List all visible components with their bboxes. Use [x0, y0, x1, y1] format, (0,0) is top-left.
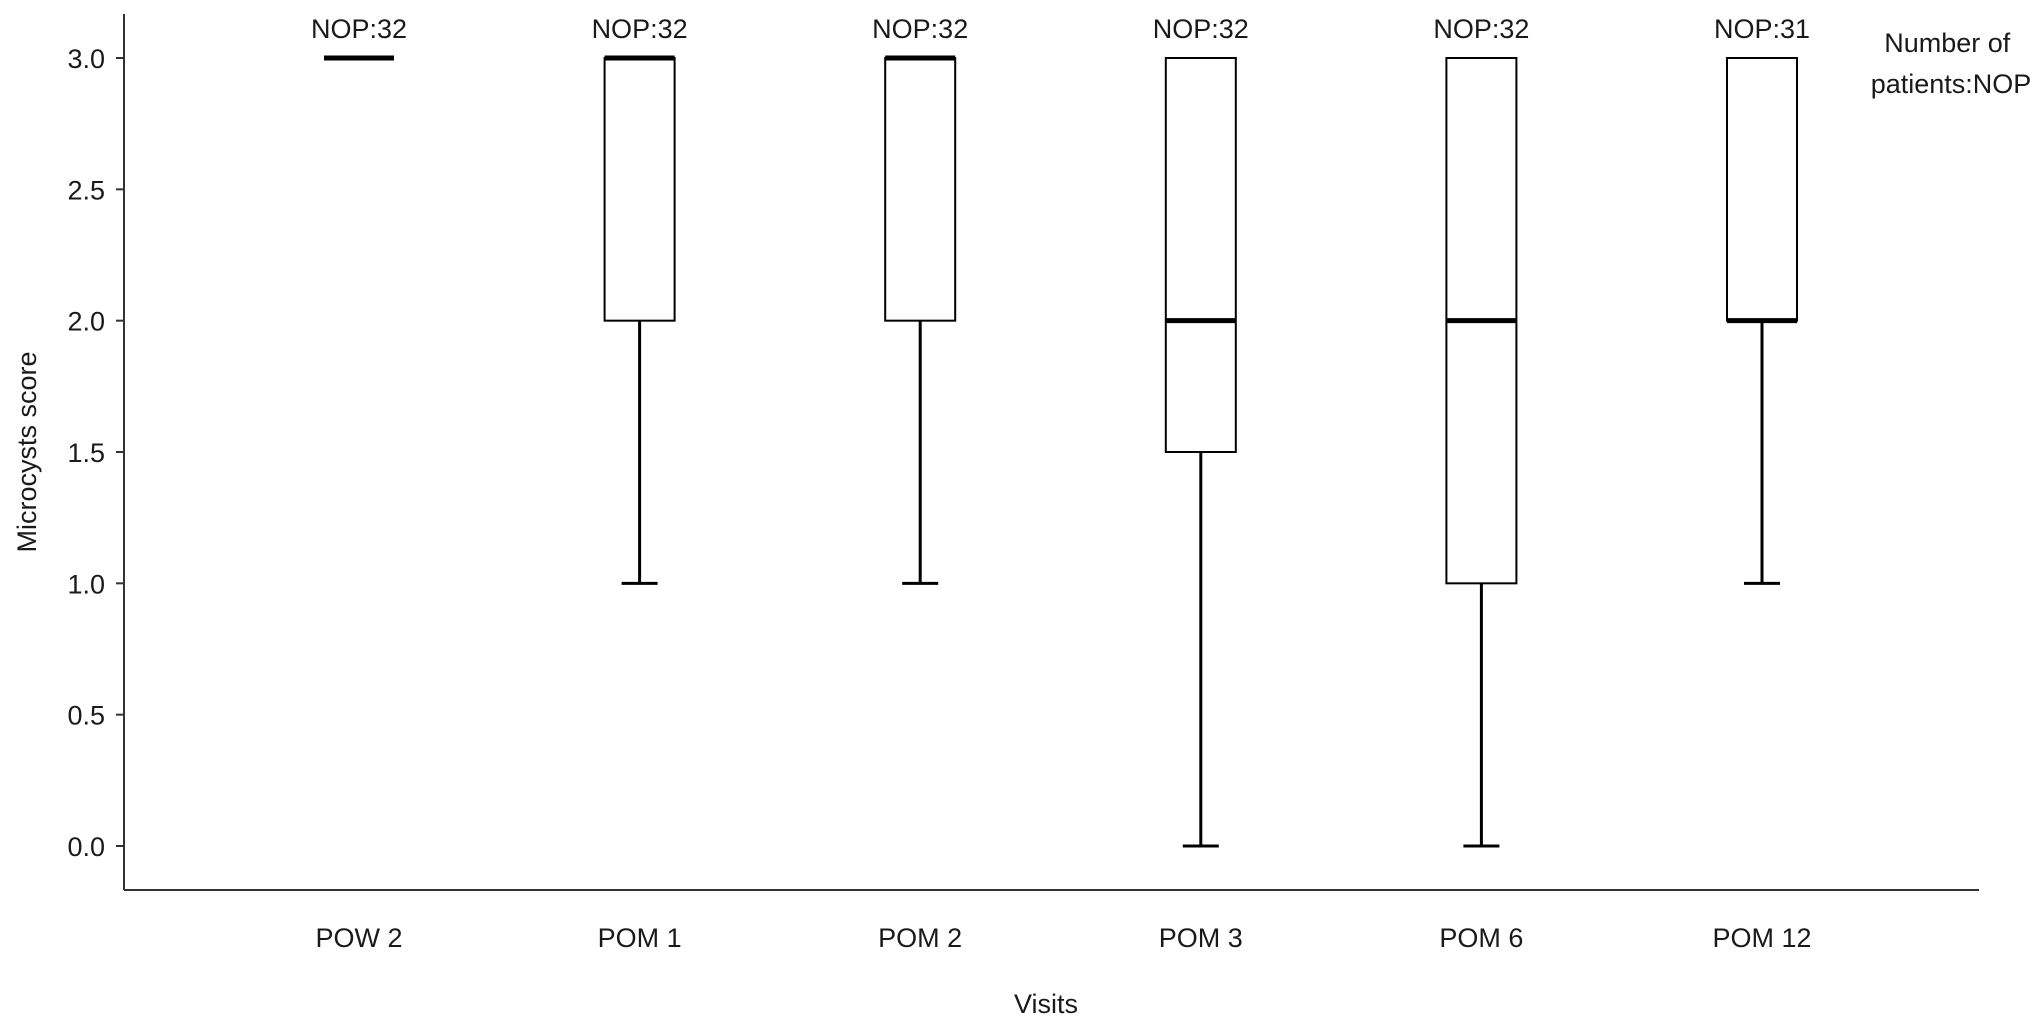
nop-label: NOP:32 — [1433, 14, 1529, 44]
box-group: NOP:32 — [1433, 14, 1529, 848]
y-tick-label: 1.5 — [67, 438, 105, 468]
box-group: NOP:32 — [592, 14, 688, 585]
nop-legend-note: Number of patients:NOP — [1871, 28, 2032, 99]
y-tick-label: 3.0 — [67, 44, 105, 74]
iqr-box — [884, 57, 957, 322]
y-tick-label: 1.0 — [67, 569, 105, 599]
nop-legend-line-2: patients:NOP — [1871, 69, 2032, 99]
y-tick-label: 0.5 — [67, 701, 105, 731]
nop-label: NOP:32 — [311, 14, 407, 44]
iqr-box — [1726, 57, 1798, 322]
x-tick-label: POM 6 — [1439, 923, 1523, 953]
nop-legend-line-1: Number of — [1884, 28, 2011, 58]
plot-area: NOP:32 NOP:32 NOP:32 NOP:32 NOP:32 NOP:31 — [311, 14, 1810, 848]
nop-label: NOP:32 — [1153, 14, 1249, 44]
nop-label: NOP:32 — [872, 14, 968, 44]
x-tick-label: POM 1 — [598, 923, 682, 953]
y-ticks: 0.0 0.5 1.0 1.5 2.0 2.5 3.0 — [67, 44, 124, 862]
box-group: NOP:32 — [872, 14, 968, 585]
box-group: NOP:32 — [1153, 14, 1249, 848]
iqr-box — [1164, 57, 1237, 453]
x-axis-title: Visits — [1014, 989, 1078, 1019]
x-tick-label: POM 3 — [1159, 923, 1243, 953]
y-tick-label: 2.5 — [67, 175, 105, 205]
y-axis-title: Microcysts score — [12, 351, 42, 552]
box-group: NOP:32 — [311, 14, 407, 61]
nop-label: NOP:32 — [592, 14, 688, 44]
y-tick-label: 2.0 — [67, 307, 105, 337]
x-tick-label: POW 2 — [315, 923, 402, 953]
box-group: NOP:31 — [1714, 14, 1810, 585]
x-ticks: POW 2 POM 1 POM 2 POM 3 POM 6 POM 12 — [315, 923, 1811, 953]
x-tick-label: POM 2 — [878, 923, 962, 953]
x-tick-label: POM 12 — [1712, 923, 1811, 953]
nop-label: NOP:31 — [1714, 14, 1810, 44]
iqr-box — [603, 57, 676, 322]
y-tick-label: 0.0 — [67, 832, 105, 862]
